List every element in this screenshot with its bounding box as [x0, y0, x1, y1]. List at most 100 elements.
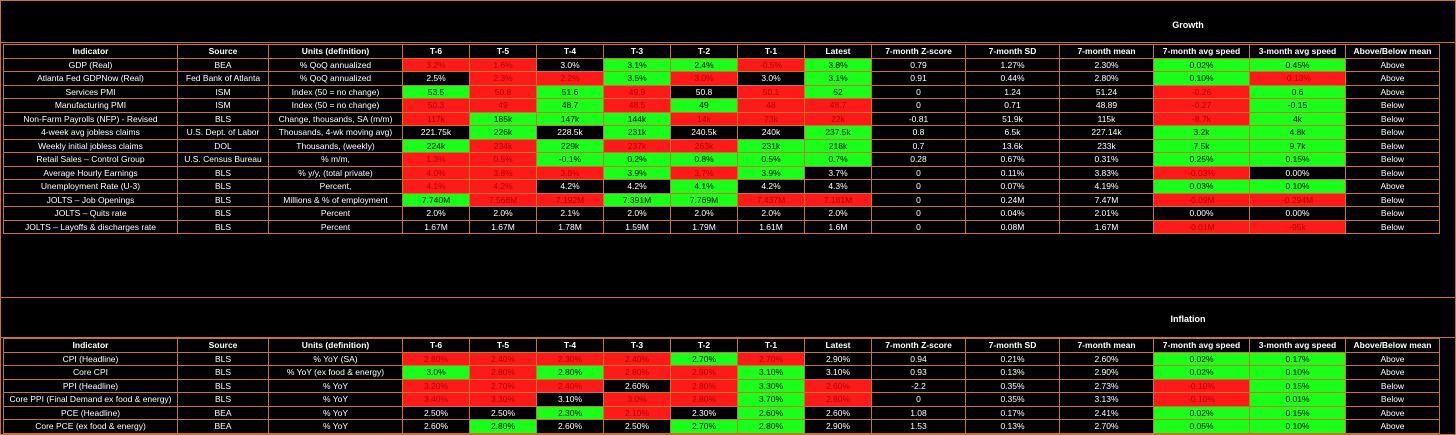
cell-3-month-avg-speed: 4k	[1249, 111, 1346, 126]
cell-t-1: 2.60%	[737, 405, 805, 420]
cell-units-definition: % y/y, (total private)	[268, 165, 403, 180]
cell-7-month-sd: 0.11%	[965, 165, 1060, 180]
cell-7-month-sd: 0.71	[965, 98, 1060, 113]
table-row: Unemployment Rate (U-3) BLS Percent, 4.1% 4.…	[3, 179, 1440, 194]
cell-7-month-mean: 4.19%	[1059, 179, 1154, 194]
cell-indicator: Weekly initial jobless claims	[3, 138, 178, 153]
cell-7-month-avg-speed: 0.10%	[1153, 71, 1250, 86]
cell-t-3: 231k	[603, 125, 671, 140]
column-header-7-month-mean: 7-month mean	[1059, 44, 1154, 59]
cell-latest: 3.7%	[804, 165, 872, 180]
cell-t-6: 3.2%	[402, 57, 470, 72]
column-header-t-2: T-2	[670, 338, 738, 353]
cell-above-below-mean: Above	[1345, 84, 1440, 99]
cell-3-month-avg-speed: -95k	[1249, 219, 1346, 234]
cell-above-below-mean: Below	[1345, 378, 1440, 393]
cell-7-month-z-score: 1.53	[871, 419, 966, 434]
cell-t-2: 49	[670, 98, 738, 113]
cell-7-month-z-score: 1.08	[871, 405, 966, 420]
cell-7-month-sd: 0.08M	[965, 219, 1060, 234]
column-header-above-below-mean: Above/Below mean	[1345, 44, 1440, 59]
cell-t-6: 3.40%	[402, 392, 470, 407]
table-row: Core PPI (Final Demand ex food & energy)…	[3, 392, 1440, 407]
cell-latest: 52	[804, 84, 872, 99]
cell-7-month-sd: 0.07%	[965, 179, 1060, 194]
cell-t-4: 51.6	[536, 84, 604, 99]
cell-t-6: 1.67M	[402, 219, 470, 234]
cell-latest: 3.1%	[804, 71, 872, 86]
cell-indicator: CPI (Headline)	[3, 351, 178, 366]
cell-t-2: 4.1%	[670, 179, 738, 194]
cell-7-month-avg-speed: 0.25%	[1153, 152, 1250, 167]
cell-source: BLS	[177, 219, 269, 234]
cell-t-6: 2.0%	[402, 206, 470, 221]
cell-indicator: JOLTS – Job Openings	[3, 192, 178, 207]
table-row: Core CPI BLS% YoY (ex food & energy) 3.0% 2…	[3, 365, 1440, 380]
cell-above-below-mean: Above	[1345, 71, 1440, 86]
column-header-units-definition: Units (definition)	[268, 44, 403, 59]
column-header-indicator: Indicator	[3, 44, 178, 59]
cell-t-1: 50.1	[737, 84, 805, 99]
cell-7-month-mean: 2.41%	[1059, 405, 1154, 420]
cell-7-month-avg-speed: -0.10%	[1153, 392, 1250, 407]
cell-7-month-mean: 1.67M	[1059, 219, 1154, 234]
cell-7-month-mean: 115k	[1059, 111, 1154, 126]
cell-t-4: 3.0%	[536, 57, 604, 72]
cell-units-definition: Thousands, (weekly)	[268, 138, 403, 153]
cell-3-month-avg-speed: 4.8k	[1249, 125, 1346, 140]
cell-above-below-mean: Below	[1345, 392, 1440, 407]
cell-t-4: 2.40%	[536, 378, 604, 393]
cell-t-3: 237k	[603, 138, 671, 153]
cell-t-3: 2.10%	[603, 405, 671, 420]
cell-above-below-mean: Below	[1345, 219, 1440, 234]
cell-t-6: 2.60%	[402, 419, 470, 434]
column-header-3-month-avg-speed: 3-month avg speed	[1249, 44, 1346, 59]
cell-7-month-sd: 0.67%	[965, 152, 1060, 167]
table-row: Weekly initial jobless claims DOL Thousand…	[3, 138, 1440, 153]
cell-above-below-mean: Above	[1345, 57, 1440, 72]
cell-t-2: 2.0%	[670, 206, 738, 221]
table-row: Services PMI ISM Index (50 = no change) 53.…	[3, 84, 1440, 99]
cell-units-definition: % QoQ annualized	[268, 57, 403, 72]
cell-source: U.S. Census Bureau	[177, 152, 269, 167]
cell-source: Fed Bank of Atlanta	[177, 71, 269, 86]
cell-7-month-z-score: 0.8	[871, 125, 966, 140]
cell-t-5: 1.67M	[469, 219, 537, 234]
cell-t-4: 2.1%	[536, 206, 604, 221]
cell-above-below-mean: Below	[1345, 152, 1440, 167]
cell-t-5: 7.568M	[469, 192, 537, 207]
cell-t-3: 2.80%	[603, 365, 671, 380]
cell-t-6: 4.0%	[402, 165, 470, 180]
cell-t-3: 3.9%	[603, 165, 671, 180]
cell-t-4: -0.1%	[536, 152, 604, 167]
cell-7-month-avg-speed: -8.7k	[1153, 111, 1250, 126]
table-row: CPI (Headline) BLS% YoY (SA) 2.80% 2.40% 2.3…	[3, 351, 1440, 366]
column-header-t-1: T-1	[737, 338, 805, 353]
header-row: Indicator Source Units (definition) T-6 T-5 T…	[3, 338, 1440, 353]
cell-7-month-mean: 233k	[1059, 138, 1154, 153]
cell-t-5: 4.2%	[469, 179, 537, 194]
table-row: PCE (Headline) BEA% YoY 2.50% 2.50% 2.30% 2.1…	[3, 405, 1440, 420]
cell-t-4: 4.2%	[536, 179, 604, 194]
cell-latest: 7.181M	[804, 192, 872, 207]
cell-units-definition: % YoY	[268, 378, 403, 393]
cell-t-5: 1.6%	[469, 57, 537, 72]
table-row: Retail Sales – Control Group U.S. Census …	[3, 152, 1440, 167]
cell-indicator: PCE (Headline)	[3, 405, 178, 420]
cell-7-month-sd: 0.35%	[965, 378, 1060, 393]
cell-t-1: 231k	[737, 138, 805, 153]
cell-3-month-avg-speed: 0.15%	[1249, 405, 1346, 420]
cell-3-month-avg-speed: 0.15%	[1249, 152, 1346, 167]
cell-t-4: 2.60%	[536, 419, 604, 434]
column-header-indicator: Indicator	[3, 338, 178, 353]
cell-7-month-sd: 13.6k	[965, 138, 1060, 153]
cell-latest: 22k	[804, 111, 872, 126]
column-header-t-5: T-5	[469, 44, 537, 59]
cell-7-month-mean: 51.24	[1059, 84, 1154, 99]
cell-t-2: 2.70%	[670, 419, 738, 434]
cell-7-month-z-score: 0	[871, 84, 966, 99]
cell-t-3: 2.40%	[603, 351, 671, 366]
cell-t-1: 2.80%	[737, 419, 805, 434]
cell-7-month-avg-speed: 3.2k	[1153, 125, 1250, 140]
cell-indicator: PPI (Headline)	[3, 378, 178, 393]
